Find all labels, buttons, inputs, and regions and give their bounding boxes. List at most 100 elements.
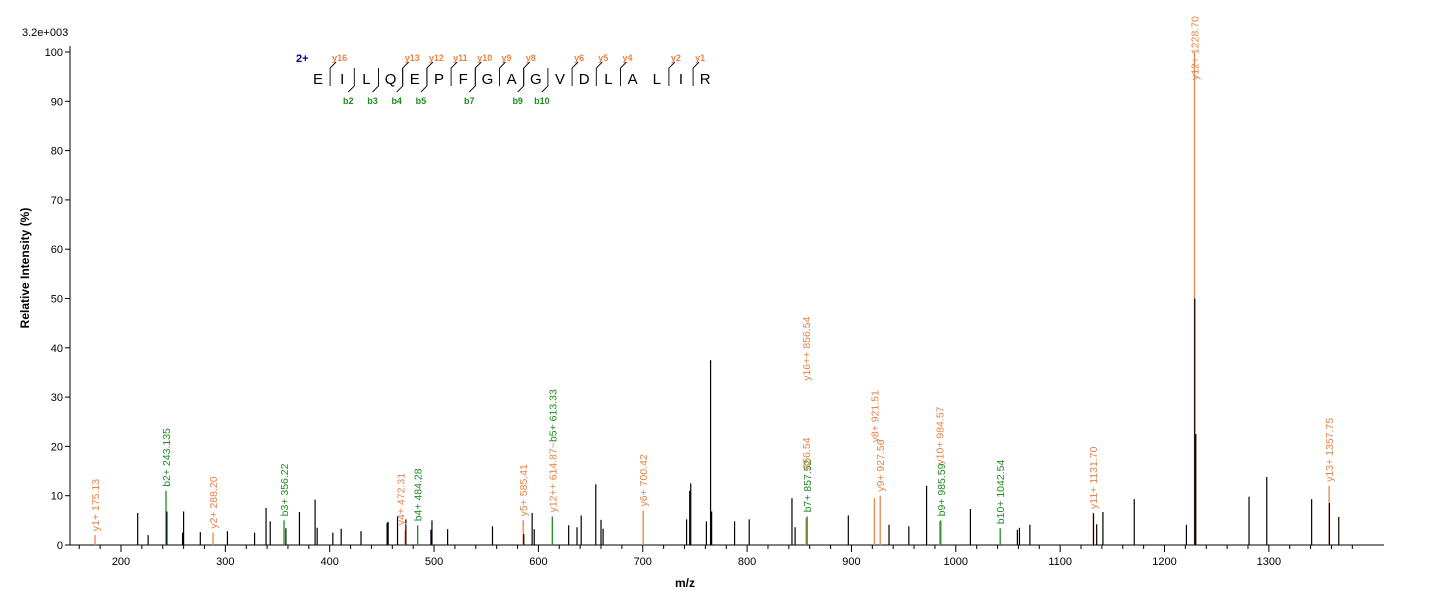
x-tick-label: 600 (529, 556, 547, 568)
sequence-residue: L (653, 71, 661, 88)
b-fragment-bracket (396, 68, 404, 93)
b-fragment-label: b9 (512, 96, 523, 106)
y-fragment-label: y5 (598, 53, 608, 63)
peak-annotation: y6+ 700.42 (638, 454, 650, 506)
sequence-residue: V (555, 71, 565, 88)
y-tick-label: 80 (51, 146, 63, 158)
x-tick-label: 200 (112, 556, 130, 568)
y-tick-label: 0 (57, 540, 63, 552)
y-fragment-bracket (595, 61, 603, 86)
y-fragment-bracket (523, 61, 531, 86)
sequence-residue: Q (385, 71, 397, 88)
peak-annotation: y12+ 1228.70 (1189, 16, 1201, 80)
y-tick-label: 20 (51, 441, 63, 453)
sequence-residue: G (482, 71, 494, 88)
y-fragment-bracket (329, 61, 337, 86)
y-fragment-label: y2 (671, 53, 681, 63)
sequence-residue: I (340, 71, 344, 88)
x-tick-label: 400 (321, 556, 339, 568)
sequence-residue: P (434, 71, 444, 88)
y-fragment-label: y13 (405, 53, 420, 63)
b-fragment-bracket (372, 68, 379, 93)
sequence-residue: E (313, 71, 323, 88)
peak-annotation: 856.54 (801, 437, 813, 469)
peak-annotation: y13+ 1357.75 (1324, 418, 1336, 482)
peak-annotation: y8+ 921.51 (869, 390, 881, 442)
peak-annotation: b7+ 857.52 (802, 459, 814, 512)
x-tick-label: 1200 (1152, 556, 1176, 568)
b-fragment-bracket (541, 68, 549, 93)
peaks-layer (94, 52, 1340, 545)
sequence-residue: D (579, 71, 590, 88)
peak-annotation: b9+ 985.59 (936, 463, 948, 516)
x-tick-label: 800 (738, 556, 756, 568)
y-fragment-label: y8 (526, 53, 536, 63)
y-tick-label: 30 (51, 392, 63, 404)
y-fragment-bracket (692, 61, 700, 86)
b-fragment-bracket (468, 68, 476, 93)
y-axis-ticks: 0 10 20 30 40 50 60 70 80 90 100 (45, 47, 70, 552)
y-fragment-label: y11 (453, 53, 468, 63)
b-fragment-bracket (420, 68, 428, 93)
peak-annotation: y1+ 175.13 (90, 479, 102, 531)
x-tick-label: 900 (842, 556, 860, 568)
y-fragment-label: y6 (574, 53, 584, 63)
y-tick-label: 10 (51, 491, 63, 503)
b-fragment-label: b2 (343, 96, 354, 106)
x-tick-label: 700 (634, 556, 652, 568)
peak-annotation-part: y12++ 614.87~ (547, 442, 559, 512)
y-fragment-bracket (571, 61, 579, 86)
sequence-residue: F (459, 71, 468, 88)
b-fragment-label: b4 (391, 96, 402, 106)
peak-annotation: y12++ 614.87~b5+ 613.33 (547, 389, 559, 512)
y-axis-title: Relative Intensity (%) (18, 208, 32, 329)
sequence-residue: E (410, 71, 420, 88)
peak-annotation: b2+ 243.135 (161, 428, 173, 487)
charge-state: 2+ (296, 53, 309, 65)
x-tick-label: 300 (216, 556, 234, 568)
y-fragment-bracket (450, 61, 458, 86)
b-fragment-label: b10 (534, 96, 550, 106)
b-fragment-label: b7 (464, 96, 475, 106)
y-fragment-label: y16 (332, 53, 347, 63)
x-axis-title: m/z (675, 576, 695, 590)
y-tick-label: 60 (51, 244, 63, 256)
sequence-residue: L (362, 71, 370, 88)
peak-annotation-part: b5+ 613.33 (547, 389, 559, 442)
y-fragment-bracket (402, 61, 410, 86)
x-axis-ticks: 200 300 400 500 600 700 800 900 1000 1100 1200 1300 (78, 545, 1353, 568)
y-fragment-bracket (499, 61, 506, 86)
peak-annotation: y16++ 856.54 (801, 316, 813, 380)
y-fragment-label: y1 (695, 53, 705, 63)
y-fragment-label: y4 (623, 53, 633, 63)
y-tick-label: 100 (45, 47, 63, 59)
y-tick-label: 50 (51, 294, 63, 306)
peak-annotation: y2+ 288.20 (208, 476, 220, 528)
peak-annotation: b4+ 484.28 (413, 468, 425, 521)
sequence-residue: A (507, 71, 517, 88)
y-fragment-bracket (474, 61, 482, 86)
peak-labels-layer: y1+ 175.13 b2+ 243.135 y2+ 288.20 b3+ 356.2… (90, 16, 1336, 531)
x-tick-label: 500 (425, 556, 443, 568)
peak-annotation: y4+ 472.31 (396, 473, 408, 525)
y-fragment-label: y12 (429, 53, 444, 63)
x-tick-label: 1100 (1048, 556, 1072, 568)
x-tick-label: 1300 (1257, 556, 1281, 568)
y-fragment-label: y10 (477, 53, 492, 63)
peak-annotation: y9+ 927.56 (875, 439, 887, 491)
y-fragment-bracket (620, 61, 627, 86)
peak-annotation: b10+ 1042.54 (995, 460, 1007, 525)
b-fragment-label: b3 (367, 96, 378, 106)
b-fragment-bracket (347, 68, 355, 93)
y-tick-label: 70 (51, 195, 63, 207)
x-tick-label: 1000 (944, 556, 968, 568)
b-fragment-bracket (517, 68, 525, 93)
y-tick-label: 90 (51, 96, 63, 108)
peak-annotation: y10+ 984.57 (935, 406, 947, 464)
b-fragment-label: b5 (416, 96, 427, 106)
sequence-residue: G (530, 71, 542, 88)
peak-annotation: y11+ 1131.70 (1088, 446, 1100, 509)
peak-annotation: b3+ 356.22 (279, 463, 291, 516)
